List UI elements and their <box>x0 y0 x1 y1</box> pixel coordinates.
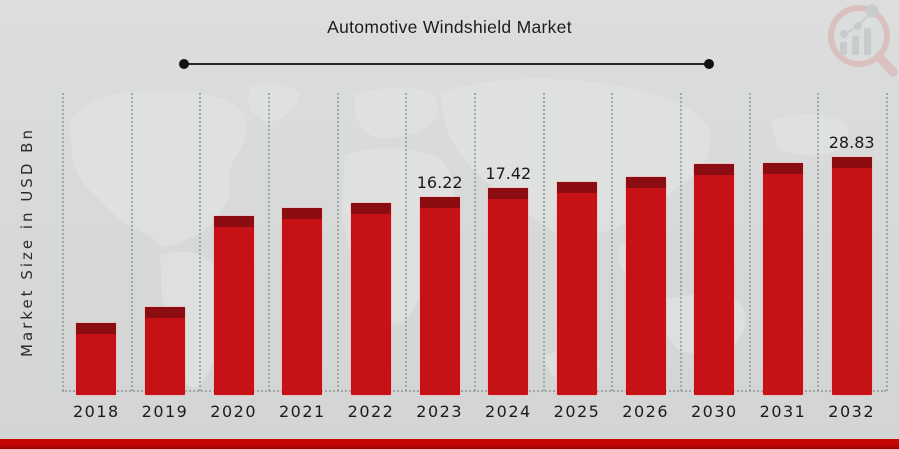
bar <box>419 197 460 395</box>
underline-left-dot <box>179 59 189 69</box>
bar-cap <box>625 177 666 188</box>
bar <box>213 216 254 395</box>
bar <box>763 163 803 395</box>
bar-value-label: 16.22 <box>416 173 463 192</box>
bar <box>76 323 117 395</box>
vertical-guide-line <box>886 93 888 391</box>
vertical-guide-line <box>268 93 270 391</box>
bar-value-label: 28.83 <box>828 133 875 152</box>
bar-cap <box>145 307 185 318</box>
vertical-guide-line <box>336 93 339 391</box>
baseline-guide <box>62 390 886 392</box>
x-tick-label: 2019 <box>141 402 189 421</box>
bar <box>625 177 666 395</box>
vertical-guide-line <box>680 93 682 391</box>
x-tick-label: 2026 <box>622 402 670 421</box>
vertical-guide-line <box>748 93 751 391</box>
title-underline <box>179 59 714 69</box>
magnifier-bar-chart-logo-icon <box>828 4 898 77</box>
x-tick-label: 2032 <box>828 402 876 421</box>
vertical-guide-line <box>542 93 545 391</box>
bar-cap <box>282 208 323 219</box>
bar-cap <box>763 163 803 174</box>
bar-cap <box>557 182 597 193</box>
chart-title: Automotive Windshield Market <box>327 17 572 37</box>
x-tick-label: 2031 <box>759 402 807 421</box>
vertical-guide-line <box>62 93 64 391</box>
vertical-guide-line <box>199 93 202 391</box>
x-tick-label: 2024 <box>484 402 532 421</box>
x-tick-label: 2020 <box>210 402 258 421</box>
bar <box>282 208 323 395</box>
x-tick-label: 2021 <box>278 402 326 421</box>
vertical-guide-line <box>405 93 408 391</box>
x-tick-label: 2025 <box>553 402 601 421</box>
bar <box>557 182 597 395</box>
bar-cap <box>76 323 117 334</box>
vertical-guide-line <box>611 93 614 391</box>
bar <box>145 307 185 395</box>
bar <box>831 157 872 395</box>
x-tick-label: 2030 <box>690 402 738 421</box>
bar <box>694 164 735 395</box>
bar-cap <box>831 157 872 168</box>
vertical-guide-line <box>474 93 476 391</box>
x-tick-label: 2022 <box>347 402 395 421</box>
bar-cap <box>419 197 460 208</box>
bar-cap <box>694 164 735 175</box>
bar-value-label: 17.42 <box>485 164 532 183</box>
footer-accent-bar <box>0 439 899 449</box>
bar-cap <box>488 188 529 199</box>
bar-cap <box>351 203 391 214</box>
bar <box>351 203 391 395</box>
x-tick-label: 2023 <box>416 402 464 421</box>
vertical-guide-line <box>817 93 820 391</box>
bar <box>488 188 529 395</box>
bar-cap <box>213 216 254 227</box>
underline-right-dot <box>704 59 714 69</box>
vertical-guide-line <box>130 93 133 391</box>
x-tick-label: 2018 <box>72 402 120 421</box>
